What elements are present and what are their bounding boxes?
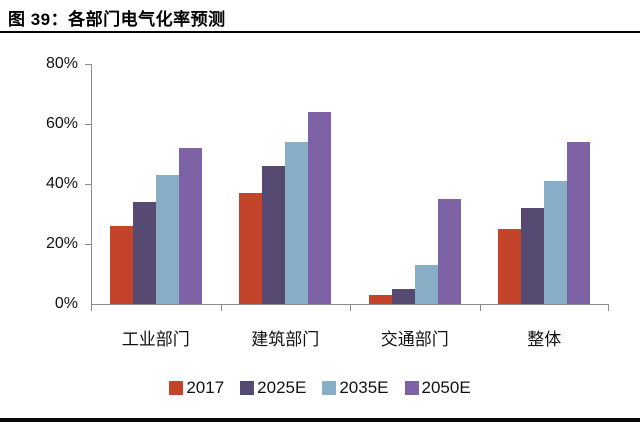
- x-tick: [350, 305, 351, 311]
- y-axis-label: 20%: [45, 235, 78, 252]
- bar-2017-建筑部门: [239, 193, 263, 304]
- title-underline: [0, 31, 640, 33]
- bar-group-3: [350, 64, 480, 304]
- legend-swatch-icon: [404, 381, 419, 395]
- bar-2017-工业部门: [109, 226, 133, 304]
- y-axis-label: 80%: [45, 55, 78, 72]
- bar-group-1: [91, 64, 221, 304]
- x-tick: [220, 305, 222, 311]
- bar-2050E-整体: [567, 142, 591, 304]
- legend-swatch-icon: [240, 381, 255, 395]
- legend-label: 2025E: [257, 378, 307, 397]
- legend-swatch-icon: [322, 381, 337, 395]
- bar-2017-交通部门: [368, 295, 392, 304]
- bar-2035E-建筑部门: [285, 142, 309, 304]
- bar-2025E-交通部门: [391, 289, 415, 304]
- y-axis: [91, 64, 92, 305]
- x-axis-labels: 工业部门 建筑部门 交通部门 整体: [91, 325, 609, 350]
- legend-label: 2035E: [339, 378, 389, 397]
- y-tick-40%: [85, 184, 91, 185]
- x-axis: [91, 304, 609, 305]
- bar-2050E-工业部门: [178, 148, 202, 304]
- bar-2025E-建筑部门: [262, 166, 286, 304]
- x-axis-label-2: 建筑部门: [251, 330, 320, 349]
- bar-2035E-工业部门: [155, 175, 179, 304]
- x-tick: [479, 305, 481, 311]
- legend-item-2050E: 2050E: [404, 378, 471, 398]
- y-axis-label: 0%: [54, 295, 78, 312]
- y-tick-80%: [85, 64, 91, 65]
- legend-swatch-icon: [169, 381, 184, 395]
- bar-2050E-建筑部门: [308, 112, 332, 304]
- bar-group-2: [221, 64, 351, 304]
- legend-label: 2017: [186, 378, 225, 397]
- bar-group-4: [480, 64, 610, 304]
- plot-area: [91, 64, 609, 304]
- bottom-rule: [0, 418, 640, 422]
- y-axis-label: 40%: [45, 175, 78, 192]
- y-tick-60%: [85, 124, 91, 125]
- x-axis-label-4: 整体: [527, 330, 562, 349]
- x-tick: [608, 305, 609, 311]
- x-axis-label-1: 工业部门: [121, 330, 190, 349]
- x-axis-label-3: 交通部门: [380, 330, 449, 349]
- bar-2025E-整体: [521, 208, 545, 304]
- legend: 2017 2025E 2035E 2050E: [0, 378, 640, 398]
- legend-item-2017: 2017: [169, 378, 224, 398]
- bar-2017-整体: [498, 229, 522, 304]
- y-axis-label: 60%: [45, 115, 78, 132]
- bar-2035E-交通部门: [414, 265, 438, 304]
- bar-2035E-整体: [544, 181, 568, 304]
- bar-2050E-交通部门: [437, 199, 461, 304]
- legend-label: 2050E: [421, 378, 471, 397]
- y-tick-20%: [85, 244, 91, 245]
- legend-item-2025E: 2025E: [240, 378, 306, 398]
- bar-2025E-工业部门: [132, 202, 156, 304]
- x-tick: [91, 305, 92, 311]
- figure-title: 图 39：各部门电气化率预测: [8, 10, 226, 29]
- legend-item-2035E: 2035E: [322, 378, 389, 398]
